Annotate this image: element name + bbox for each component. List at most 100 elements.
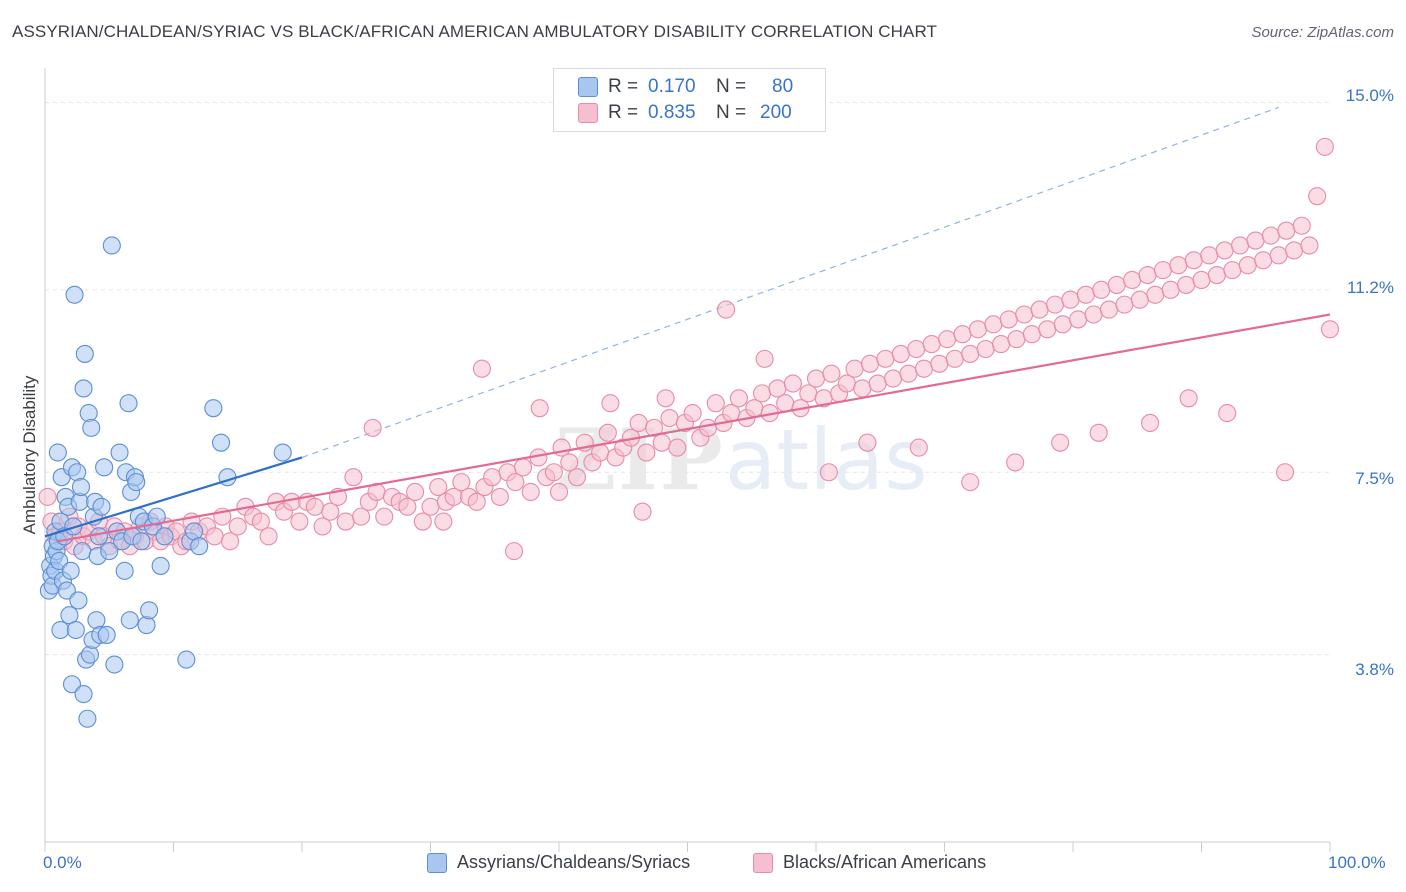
r-label: R = [608,102,639,123]
pink-point [282,492,301,511]
pink-point [660,408,679,428]
legend-swatch-pink [753,852,773,873]
pink-point [1161,280,1180,299]
pink-point [228,517,247,536]
n-value: 200 [760,102,792,123]
legend-label: Blacks/African Americans [783,852,987,872]
blue-point [137,616,156,635]
pink-point [1123,270,1142,290]
legend-item-blacks: Blacks/African Americans [753,852,986,873]
x-tick-label: 100.0% [1328,853,1386,872]
pink-point [853,379,872,398]
grid-lines [45,102,1330,656]
blue-point [65,285,84,304]
pink-point [1084,305,1103,324]
blue-point [64,517,83,536]
pink-point [961,344,980,363]
trend-extension [301,106,1279,459]
pink-point [1200,246,1219,265]
blue-point [132,532,151,551]
pink-point [706,394,725,413]
pink-trend-line [57,313,1331,543]
pink-series [38,137,1340,561]
pink-point [421,497,440,516]
pink-point [560,453,579,472]
pink-point [645,418,664,437]
pink-point [452,473,471,492]
pink-point [909,438,928,457]
pink-point [567,468,587,487]
pink-point [914,359,933,378]
blue-point [75,344,94,363]
pink-point [483,468,502,487]
pink-point [991,335,1011,354]
y-tick-label: 7.5% [1355,469,1394,488]
pink-point [336,512,355,531]
blue-point [48,443,67,462]
pink-point [819,463,838,482]
blue-point [211,433,231,452]
pink-point [220,532,240,551]
blue-point [119,394,138,413]
blue-point [66,620,85,640]
blue-point [151,556,170,575]
blue-point [89,527,109,546]
pink-point [406,482,425,502]
pink-point [375,507,394,526]
pink-point [598,423,617,442]
pink-point [629,413,648,433]
blue-point [140,601,159,620]
pink-point [1207,266,1226,285]
pink-point [1007,330,1026,349]
pink-point [38,487,57,506]
blue-point [95,458,114,477]
blue-point [120,611,139,630]
pink-point [1218,404,1237,423]
pink-point [490,487,509,506]
pink-point [899,364,918,383]
pink-point [999,310,1018,329]
pink-point [1269,246,1288,265]
pink-point [530,399,549,418]
watermark-atlas: atlas [724,411,928,509]
blue-trend-extension [301,106,1279,459]
blue-point [273,443,292,462]
pink-point [467,492,486,511]
pink-point [1015,305,1034,324]
r-label: R = [608,76,639,97]
pink-point [601,394,620,413]
pink-point [1184,251,1203,270]
y-tick-label: 11.2% [1347,278,1394,297]
pink-point [656,389,675,408]
pink-point [891,344,910,363]
blue-point [68,463,87,482]
blue-point [97,625,116,644]
pink-point [544,463,563,482]
pink-point [652,433,671,452]
pink-point [806,369,826,388]
pink-point [472,359,491,378]
blue-point [100,542,119,561]
x-tick-label: 0.0% [43,853,82,872]
pink-point [1320,320,1340,339]
pink-point [938,330,957,349]
pink-point [1053,315,1072,334]
pink-point [1138,266,1157,285]
blue-point [155,527,174,546]
pink-point [716,300,736,319]
r-value: 0.835 [648,102,696,123]
blue-point [127,473,146,492]
pink-point [783,374,802,393]
blue-point [57,581,76,600]
pink-point [1006,453,1025,472]
pink-point [945,349,964,368]
pink-point [1141,413,1160,433]
pink-point [1099,300,1119,319]
pink-point [305,497,324,516]
pink-point [1051,433,1070,452]
pink-point [313,517,332,536]
pink-point [521,482,540,502]
pink-point [1254,251,1273,270]
pink-point [876,349,895,368]
pink-point [1292,216,1311,235]
